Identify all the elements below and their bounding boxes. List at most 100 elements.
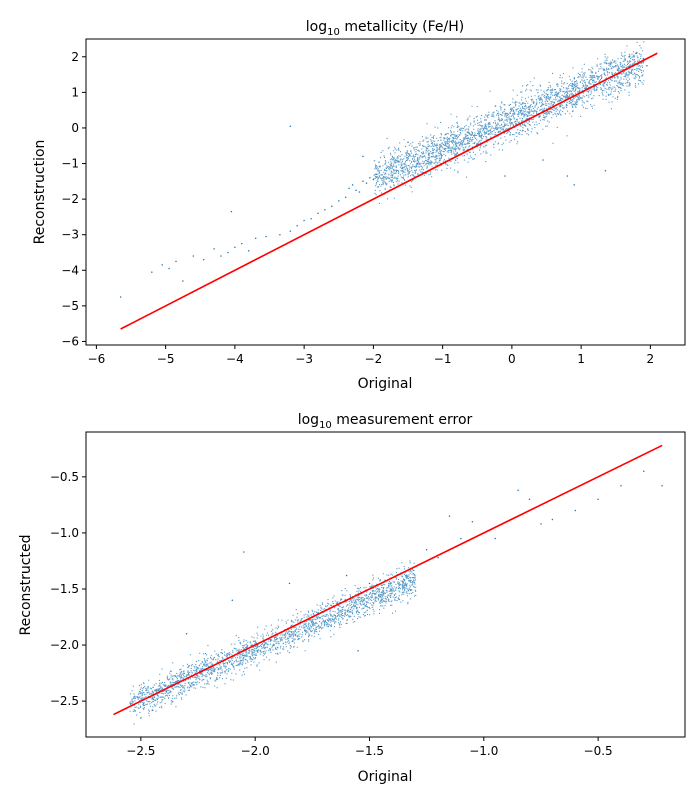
metallicity-point	[504, 175, 506, 177]
measurement-error-y-tick-label: −0.5	[50, 470, 79, 484]
metallicity-y-label: Reconstruction	[32, 140, 48, 245]
metallicity-point	[628, 56, 631, 58]
metallicity-point	[646, 64, 648, 67]
metallicity-point	[254, 237, 257, 240]
metallicity-title: log10 metallicity (Fe/H)	[306, 19, 464, 38]
metallicity-point	[573, 184, 575, 186]
metallicity-point	[202, 258, 205, 261]
metallicity-point	[642, 57, 645, 60]
metallicity-y-tick-label: −4	[61, 263, 79, 277]
metallicity-point	[376, 173, 378, 175]
measurement-error-point	[151, 709, 154, 711]
metallicity-x-tick-label: −4	[226, 352, 244, 366]
metallicity-reference-line	[120, 52, 658, 330]
metallicity-y-tick-label: −6	[61, 334, 79, 348]
metallicity-point	[119, 296, 122, 298]
metallicity-point	[407, 141, 409, 143]
metallicity-point	[289, 125, 292, 127]
measurement-error-point	[140, 717, 142, 719]
measurement-error-panel: log10 measurement error −2.5 −2.0 −1.5 −1.0…	[18, 412, 686, 785]
metallicity-point	[303, 219, 305, 222]
metallicity-x-tick-label: −5	[157, 352, 175, 366]
measurement-error-reference-line	[113, 444, 663, 716]
measurement-error-point	[620, 485, 622, 487]
metallicity-y-axis: −6 −5 −4 −3 −2 −1 0 1 2	[61, 50, 86, 348]
measurement-error-point	[471, 520, 474, 523]
metallicity-point	[161, 264, 163, 266]
metallicity-point	[351, 184, 354, 186]
measurement-error-point	[643, 470, 645, 472]
measurement-error-point	[551, 518, 554, 521]
metallicity-point	[604, 169, 607, 172]
metallicity-panel: log10 metallicity (Fe/H) −6 −5 −4 −3 −2 −1 0 1 2…	[32, 19, 686, 392]
metallicity-x-tick-label: −2	[365, 352, 383, 366]
metallicity-point	[338, 200, 340, 202]
metallicity-y-tick-label: −3	[61, 228, 79, 242]
metallicity-point	[635, 52, 638, 54]
metallicity-x-tick-label: −3	[295, 352, 313, 366]
metallicity-point	[289, 230, 292, 232]
metallicity-y-tick-label: 2	[71, 50, 79, 64]
metallicity-x-tick-label: −6	[88, 352, 106, 366]
metallicity-point	[355, 189, 357, 191]
metallicity-point	[279, 233, 281, 236]
measurement-error-x-tick-label: −1.0	[469, 744, 498, 758]
metallicity-x-axis: −6 −5 −4 −3 −2 −1 0 1 2	[88, 345, 655, 366]
measurement-error-point	[517, 489, 519, 492]
metallicity-x-tick-label: 2	[647, 352, 655, 366]
measurement-error-y-label: Reconstructed	[18, 535, 34, 636]
measurement-error-title: log10 measurement error	[298, 412, 473, 431]
measurement-error-point	[345, 574, 348, 577]
measurement-error-point	[597, 498, 599, 501]
metallicity-point	[310, 217, 312, 220]
measurement-error-point	[528, 498, 531, 501]
measurement-error-x-tick-label: −1.5	[355, 744, 384, 758]
measurement-error-y-axis: −2.5 −2.0 −1.5 −1.0 −0.5	[50, 470, 86, 708]
metallicity-point	[230, 210, 233, 213]
measurement-error-point	[574, 509, 577, 512]
measurement-error-x-tick-label: −2.5	[126, 744, 155, 758]
metallicity-point	[362, 180, 364, 183]
metallicity-y-tick-label: −1	[61, 157, 79, 171]
measurement-error-point	[380, 593, 382, 596]
metallicity-point	[615, 64, 617, 67]
metallicity-point	[542, 159, 544, 161]
measurement-error-point	[437, 556, 439, 559]
metallicity-point	[372, 178, 375, 181]
metallicity-y-tick-label: −2	[61, 192, 79, 206]
measurement-error-point	[231, 599, 234, 601]
metallicity-point	[324, 209, 326, 211]
measurement-error-y-tick-label: −1.5	[50, 582, 79, 596]
metallicity-point	[241, 242, 243, 245]
measurement-error-y-tick-label: −2.5	[50, 694, 79, 708]
metallicity-point	[369, 177, 371, 179]
measurement-error-axes-frame	[85, 431, 686, 738]
metallicity-point	[175, 260, 177, 263]
metallicity-x-tick-label: −1	[434, 352, 452, 366]
metallicity-point	[247, 249, 250, 252]
metallicity-x-label: Original	[358, 376, 413, 392]
measurement-error-y-tick-label: −1.0	[50, 526, 79, 540]
measurement-error-point	[661, 485, 663, 487]
metallicity-point	[365, 182, 368, 184]
measurement-error-point	[460, 537, 462, 540]
measurement-error-point	[494, 537, 496, 540]
metallicity-point	[213, 248, 215, 250]
measurement-error-y-tick-label: −2.0	[50, 638, 79, 652]
metallicity-point	[168, 267, 170, 270]
metallicity-point	[182, 280, 184, 282]
metallicity-point	[220, 255, 222, 257]
metallicity-point	[192, 255, 195, 257]
measurement-error-x-tick-label: −2.0	[241, 744, 270, 758]
measurement-error-point	[425, 548, 428, 551]
measurement-error-point	[288, 582, 291, 585]
metallicity-point	[296, 225, 298, 227]
metallicity-point	[331, 205, 333, 207]
metallicity-axes-frame	[85, 38, 686, 346]
metallicity-x-tick-label: 0	[508, 352, 516, 366]
metallicity-point	[358, 191, 361, 193]
metallicity-point	[566, 175, 569, 177]
measurement-error-point	[368, 582, 371, 585]
measurement-error-point	[243, 551, 245, 553]
